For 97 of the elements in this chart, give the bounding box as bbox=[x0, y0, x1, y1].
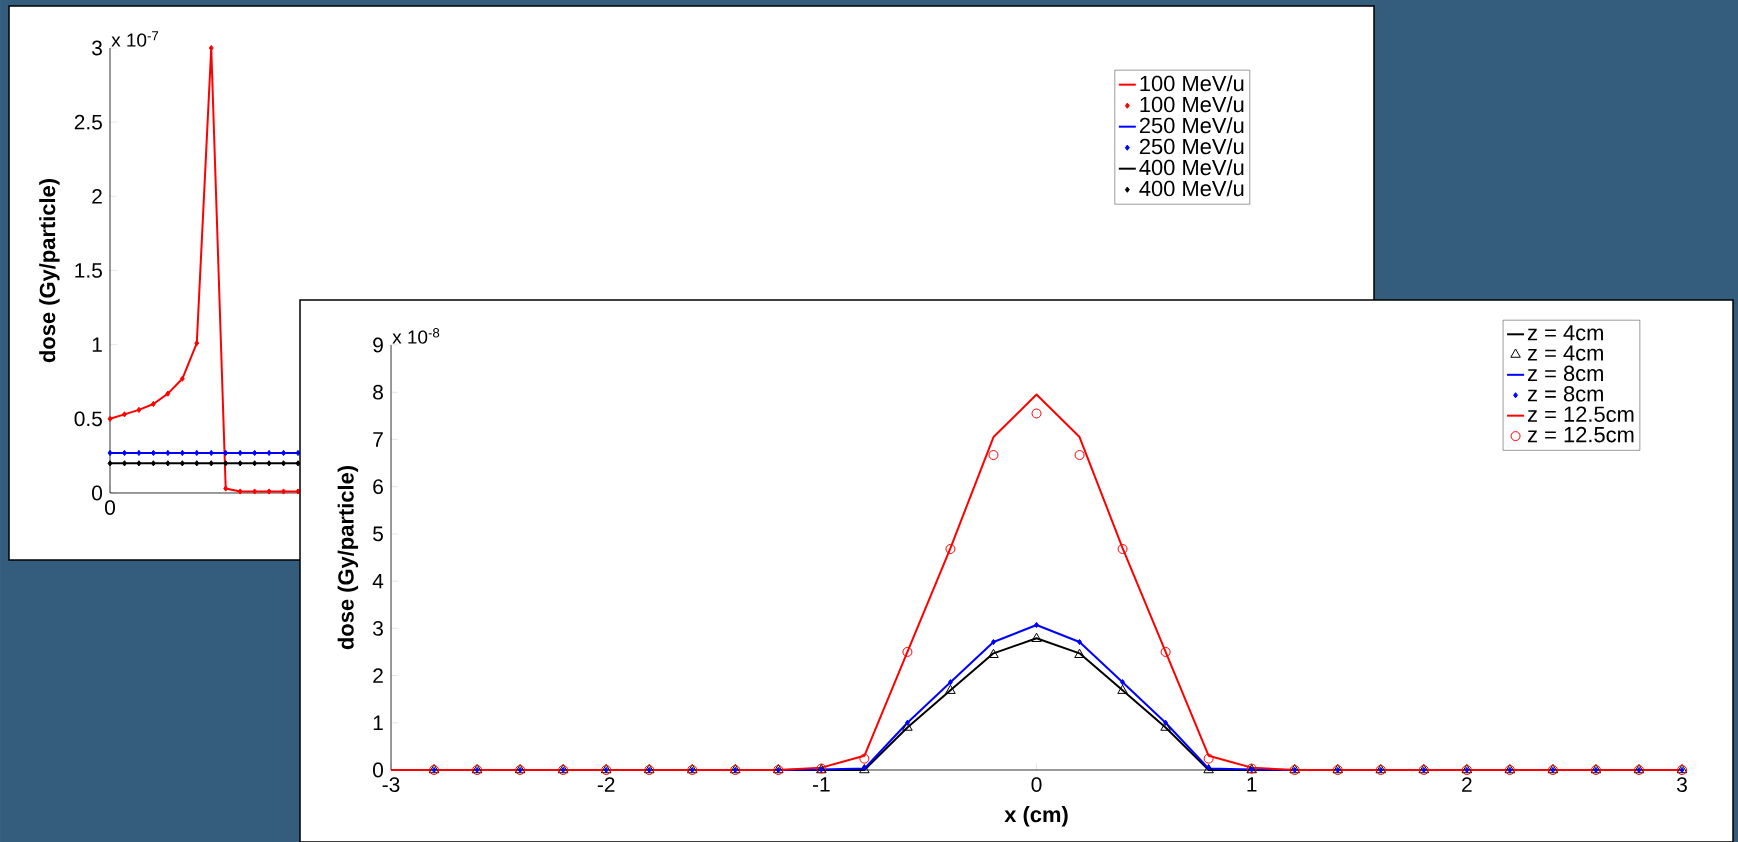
y-tick-label: 5 bbox=[373, 526, 383, 542]
point bbox=[165, 449, 171, 457]
point bbox=[223, 485, 229, 492]
point bbox=[107, 460, 113, 467]
legend-label: 250 MeV/u bbox=[1139, 117, 1244, 134]
legend-label: z = 4cm bbox=[1527, 325, 1603, 341]
legend-label: z = 4cm bbox=[1527, 345, 1603, 361]
point bbox=[1117, 543, 1128, 554]
point bbox=[988, 648, 999, 659]
y-tick-label: 1 bbox=[373, 715, 383, 730]
point bbox=[859, 753, 870, 764]
x-axis-title: x (cm) bbox=[1004, 806, 1068, 827]
point bbox=[165, 460, 171, 467]
y-tick-label: 3 bbox=[92, 40, 102, 56]
point bbox=[1031, 632, 1042, 642]
text: x 10$^{-8}$ bbox=[392, 328, 440, 344]
point bbox=[237, 488, 243, 495]
y-tick-label: 1 bbox=[92, 337, 102, 352]
point bbox=[194, 460, 200, 467]
point bbox=[945, 684, 956, 694]
point bbox=[208, 460, 214, 467]
point bbox=[904, 719, 910, 726]
point bbox=[136, 449, 142, 457]
point bbox=[179, 449, 185, 457]
point bbox=[150, 400, 156, 408]
x-tick-label: 1 bbox=[1247, 777, 1257, 792]
y-tick-label: 0 bbox=[92, 485, 103, 501]
y-tick-label: 9 bbox=[373, 337, 383, 353]
point bbox=[223, 449, 229, 457]
point bbox=[281, 488, 286, 495]
x-tick-label: -2 bbox=[597, 777, 615, 792]
y-tick-label: 0 bbox=[373, 762, 384, 778]
legend-label: 400 MeV/u bbox=[1139, 180, 1244, 197]
y-tick-label: 0.5 bbox=[74, 411, 102, 427]
legend-label: 100 MeV/u bbox=[1140, 75, 1244, 92]
point bbox=[237, 449, 243, 457]
x-tick-label: 2 bbox=[1462, 777, 1472, 792]
legend-label: 400 MeV/u bbox=[1139, 159, 1244, 176]
point bbox=[295, 460, 301, 467]
point bbox=[1120, 679, 1126, 686]
point bbox=[122, 460, 127, 467]
point bbox=[988, 450, 999, 461]
y-tick-label: 8 bbox=[373, 384, 383, 400]
x-tick-label: 0 bbox=[1031, 777, 1042, 792]
point bbox=[107, 449, 113, 457]
y-tick-label: 4 bbox=[372, 573, 384, 589]
y-tick-label: 3 bbox=[373, 620, 383, 636]
legend-label: 100 MeV/u bbox=[1140, 96, 1244, 113]
point bbox=[902, 646, 913, 657]
point bbox=[179, 460, 185, 467]
point bbox=[266, 460, 272, 467]
legend-label: 250 MeV/u bbox=[1139, 138, 1244, 155]
y-tick-label: 2 bbox=[92, 189, 102, 204]
point bbox=[194, 340, 200, 347]
point bbox=[208, 44, 214, 52]
point bbox=[266, 488, 272, 495]
point bbox=[1203, 753, 1214, 764]
point bbox=[1163, 719, 1169, 726]
x-tick-label: -1 bbox=[812, 777, 830, 792]
x-tick-label: -3 bbox=[382, 777, 400, 792]
point bbox=[237, 460, 243, 467]
point bbox=[948, 679, 953, 686]
legend-label: z = 8cm bbox=[1527, 386, 1603, 402]
point bbox=[945, 543, 956, 554]
y-tick-label: 2.5 bbox=[74, 114, 102, 130]
legend-label: z = 12.5cm bbox=[1527, 406, 1634, 422]
point bbox=[295, 488, 301, 495]
x-tick-label: 3 bbox=[1677, 777, 1687, 792]
point bbox=[266, 449, 272, 457]
text: x 10$^{-7}$ bbox=[111, 31, 159, 47]
y-tick-label: 6 bbox=[373, 479, 383, 495]
point bbox=[194, 449, 200, 457]
point bbox=[1074, 450, 1085, 461]
legend-label: z = 12.5cm bbox=[1527, 426, 1634, 443]
y-axis-title: dose (Gy/particle) bbox=[337, 466, 359, 650]
point bbox=[107, 415, 113, 422]
point bbox=[136, 460, 142, 467]
point bbox=[252, 460, 258, 467]
point bbox=[295, 449, 301, 457]
point bbox=[1160, 646, 1171, 657]
legend-label: z = 8cm bbox=[1527, 365, 1603, 382]
y-tick-label: 2 bbox=[373, 668, 383, 683]
point bbox=[252, 488, 258, 495]
y-axis-title: dose (Gy/particle) bbox=[39, 179, 60, 363]
point bbox=[122, 411, 127, 418]
y-tick-label: 7 bbox=[373, 432, 383, 447]
point bbox=[136, 406, 142, 414]
point bbox=[223, 460, 229, 467]
point bbox=[1117, 684, 1128, 694]
point bbox=[1074, 648, 1085, 659]
point bbox=[208, 449, 214, 457]
point bbox=[165, 390, 171, 397]
point bbox=[179, 375, 185, 382]
point bbox=[1031, 408, 1042, 419]
point bbox=[150, 460, 156, 467]
point bbox=[281, 460, 286, 467]
y-tick-label: 1.5 bbox=[75, 263, 102, 278]
